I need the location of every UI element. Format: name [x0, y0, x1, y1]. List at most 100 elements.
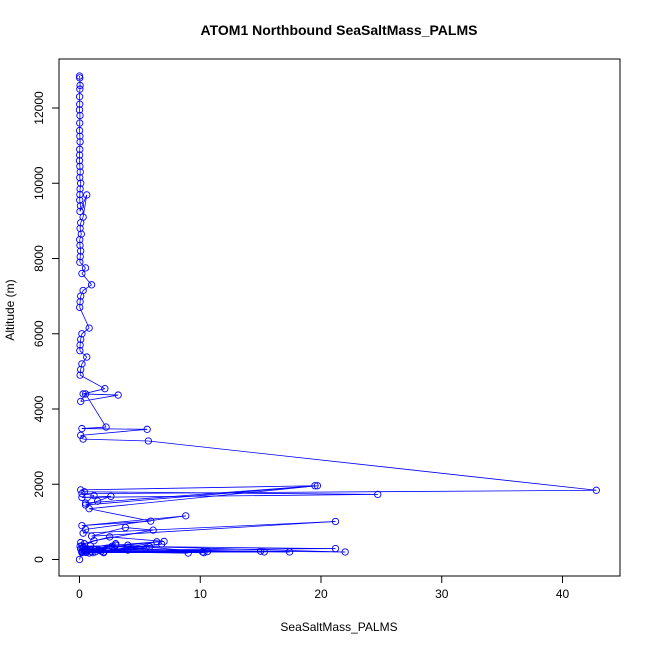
series-segment: [91, 527, 126, 537]
y-axis: 0 2000 4000 6000 8000 10000 12000: [32, 91, 60, 563]
y-tick-label: 10000: [32, 166, 46, 200]
data-point: [285, 548, 294, 556]
series-segment: [81, 495, 111, 498]
data-point: [81, 525, 90, 534]
data-point: [124, 546, 132, 554]
data-point: [76, 207, 84, 216]
data-point: [79, 390, 87, 398]
data-point: [76, 168, 84, 176]
data-point: [313, 482, 322, 490]
y-tick-label: 2000: [32, 471, 46, 498]
data-point: [76, 138, 84, 146]
data-point: [76, 100, 84, 108]
data-point: [77, 247, 85, 255]
series-segment: [85, 393, 107, 428]
data-point: [90, 537, 98, 545]
data-point: [79, 435, 87, 443]
data-point: [256, 547, 265, 555]
data-point: [81, 501, 90, 509]
series-segment: [82, 194, 88, 218]
series-segment: [80, 485, 315, 491]
series-segment: [81, 327, 90, 335]
x-tick-label: 30: [435, 587, 449, 601]
series-segment: [81, 493, 95, 496]
series-segment: [83, 388, 105, 395]
data-point: [77, 292, 85, 300]
data-point: [83, 353, 91, 361]
data-point: [76, 224, 84, 233]
series-segment: [81, 515, 186, 527]
data-point: [147, 517, 155, 525]
data-point: [331, 517, 340, 526]
data-point: [77, 538, 85, 547]
data-point: [81, 545, 90, 553]
series-segment: [85, 500, 98, 506]
data-point: [76, 85, 84, 93]
y-tick-label: 0: [32, 556, 46, 563]
data-point: [76, 236, 84, 244]
data-point: [77, 365, 85, 374]
data-point: [199, 548, 207, 556]
data-point: [76, 371, 84, 379]
data-point: [144, 437, 152, 445]
data-point: [76, 190, 84, 199]
series-segment: [83, 438, 149, 442]
y-tick-label: 6000: [32, 320, 46, 347]
series-segment: [86, 549, 128, 553]
series-segment: [80, 428, 148, 436]
series-segment: [85, 485, 318, 506]
data-point: [90, 491, 98, 500]
series-segment: [80, 393, 86, 402]
data-point: [78, 330, 86, 338]
series-segment: [82, 284, 92, 291]
series-segment: [85, 485, 315, 504]
data-point: [76, 74, 84, 82]
data-point: [102, 423, 110, 431]
data-point: [78, 490, 86, 498]
series-segment: [148, 440, 597, 491]
data-point: [75, 126, 84, 135]
data-point: [76, 185, 84, 193]
data-point: [106, 533, 114, 541]
data-point: [203, 547, 212, 556]
data-point: [77, 397, 85, 406]
data-point: [592, 486, 600, 494]
data-point: [112, 540, 120, 548]
data-point: [160, 537, 168, 546]
data-point: [260, 548, 268, 556]
data-point: [76, 119, 84, 127]
data-point: [79, 529, 87, 537]
y-axis-label: Altitude (m): [3, 279, 17, 340]
data-point: [81, 264, 90, 272]
chart-title: ATOM1 Northbound SeaSaltMass_PALMS: [201, 22, 478, 38]
series-segment: [81, 273, 92, 286]
y-tick-label: 8000: [32, 245, 46, 272]
series-segment: [83, 521, 336, 534]
data-point: [184, 549, 192, 557]
data-point: [77, 219, 85, 227]
data-point: [81, 499, 90, 507]
x-tick-label: 20: [314, 587, 328, 601]
data-point: [145, 543, 154, 551]
data-point: [143, 425, 151, 433]
x-tick-label: 0: [76, 587, 83, 601]
data-point: [76, 241, 84, 249]
data-point: [76, 111, 84, 120]
data-point: [86, 542, 95, 550]
y-tick-label: 12000: [32, 91, 46, 125]
data-point: [78, 547, 86, 556]
data-point: [85, 324, 93, 332]
data-point: [114, 391, 122, 399]
data-point: [78, 360, 86, 368]
x-axis-label: SeaSaltMass_PALMS: [280, 620, 397, 634]
data-point: [153, 538, 161, 546]
data-point: [78, 424, 86, 433]
series-segment: [89, 485, 318, 510]
data-point: [93, 497, 102, 505]
data-point: [374, 490, 382, 499]
data-point: [81, 390, 90, 398]
data-point: [85, 549, 93, 557]
data-point: [149, 526, 157, 534]
data-point: [76, 542, 84, 550]
